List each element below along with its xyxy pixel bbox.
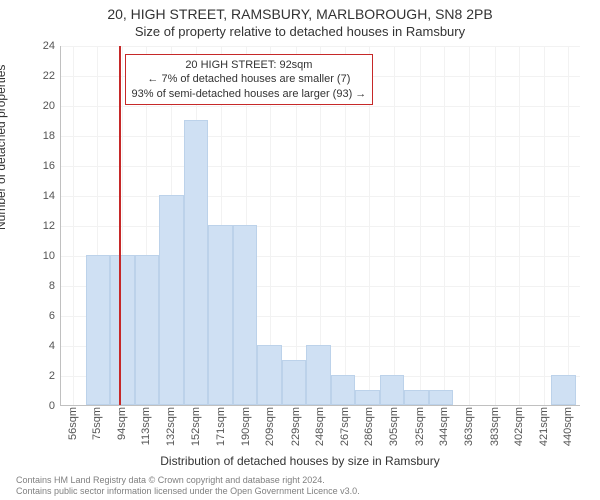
xtick-label: 421sqm [538, 407, 550, 446]
xtick-label: 56sqm [67, 407, 79, 440]
plot-area: 02468101214161820222456sqm75sqm94sqm113s… [60, 46, 580, 406]
figure-root: 20, HIGH STREET, RAMSBURY, MARLBOROUGH, … [0, 0, 600, 500]
annotation-box: 20 HIGH STREET: 92sqm← 7% of detached ho… [125, 54, 374, 105]
x-axis-label: Distribution of detached houses by size … [0, 454, 600, 468]
annotation-line-2: ← 7% of detached houses are smaller (7) [132, 72, 367, 86]
xtick-label: 344sqm [438, 407, 450, 446]
gridline-v [394, 46, 395, 405]
attribution: Contains HM Land Registry data © Crown c… [16, 475, 584, 496]
xtick-label: 286sqm [363, 407, 375, 446]
xtick-label: 190sqm [240, 407, 252, 446]
xtick-label: 363sqm [463, 407, 475, 446]
xtick-label: 248sqm [314, 407, 326, 446]
xtick-label: 325sqm [414, 407, 426, 446]
ytick-label: 2 [49, 370, 55, 382]
histogram-bar [355, 390, 380, 405]
histogram-bar [110, 255, 135, 405]
gridline-v [469, 46, 470, 405]
y-axis-label: Number of detached properties [0, 65, 8, 230]
ytick-label: 10 [43, 250, 55, 262]
histogram-bar [135, 255, 160, 405]
histogram-bar [282, 360, 307, 405]
ytick-label: 22 [43, 70, 55, 82]
xtick-label: 383sqm [489, 407, 501, 446]
xtick-label: 267sqm [339, 407, 351, 446]
title-main: 20, HIGH STREET, RAMSBURY, MARLBOROUGH, … [0, 6, 600, 22]
gridline-v [568, 46, 569, 405]
gridline-v [495, 46, 496, 405]
xtick-label: 305sqm [388, 407, 400, 446]
ytick-label: 24 [43, 40, 55, 52]
histogram-bar [257, 345, 282, 405]
ytick-label: 8 [49, 280, 55, 292]
attribution-line-2: Contains public sector information licen… [16, 486, 584, 496]
histogram-bar [208, 225, 233, 405]
xtick-label: 113sqm [140, 407, 152, 445]
ytick-label: 4 [49, 340, 55, 352]
title-sub: Size of property relative to detached ho… [0, 24, 600, 39]
histogram-bar [551, 375, 576, 405]
xtick-label: 171sqm [215, 407, 227, 446]
ytick-label: 12 [43, 220, 55, 232]
histogram-bar [404, 390, 429, 405]
attribution-line-1: Contains HM Land Registry data © Crown c… [16, 475, 584, 485]
gridline-v [420, 46, 421, 405]
histogram-bar [331, 375, 356, 405]
xtick-label: 94sqm [116, 407, 128, 440]
xtick-label: 402sqm [513, 407, 525, 446]
ytick-label: 0 [49, 400, 55, 412]
gridline-v [73, 46, 74, 405]
histogram-bar [184, 120, 209, 405]
histogram-bar [159, 195, 184, 405]
annotation-line-1: 20 HIGH STREET: 92sqm [132, 58, 367, 72]
ytick-label: 6 [49, 310, 55, 322]
xtick-label: 229sqm [290, 407, 302, 446]
gridline-v [544, 46, 545, 405]
ytick-label: 14 [43, 190, 55, 202]
ytick-label: 16 [43, 160, 55, 172]
histogram-bar [86, 255, 111, 405]
ytick-label: 18 [43, 130, 55, 142]
xtick-label: 132sqm [165, 407, 177, 446]
xtick-label: 209sqm [264, 407, 276, 446]
xtick-label: 152sqm [190, 407, 202, 446]
reference-line [119, 46, 121, 405]
annotation-line-3: 93% of semi-detached houses are larger (… [132, 87, 367, 101]
gridline-v [519, 46, 520, 405]
histogram-bar [380, 375, 405, 405]
histogram-bar [429, 390, 454, 405]
xtick-label: 75sqm [91, 407, 103, 440]
histogram-bar [233, 225, 258, 405]
gridline-v [444, 46, 445, 405]
xtick-label: 440sqm [562, 407, 574, 446]
histogram-bar [306, 345, 331, 405]
ytick-label: 20 [43, 100, 55, 112]
